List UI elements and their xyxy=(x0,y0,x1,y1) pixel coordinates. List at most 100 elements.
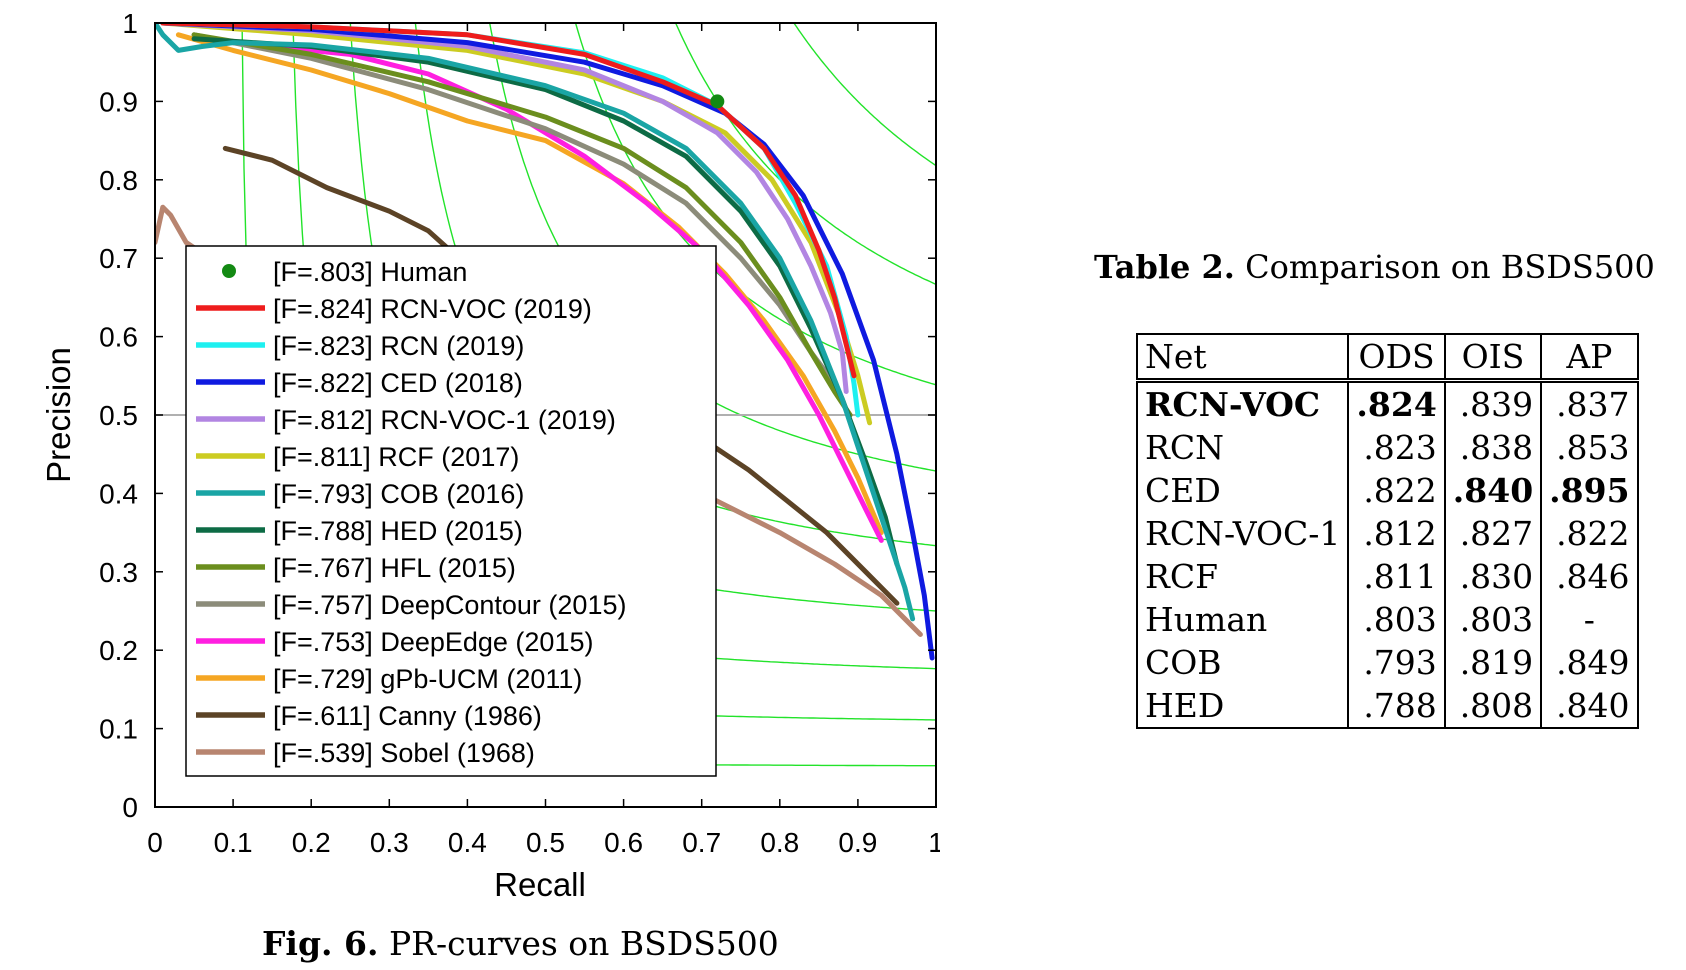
x-tick-label: 0 xyxy=(147,827,163,858)
human-point xyxy=(710,94,725,109)
table-row: RCN-VOC-1 .812 .827 .822 xyxy=(1135,512,1639,555)
legend-entry-label: [F=.812] RCN-VOC-1 (2019) xyxy=(273,405,616,435)
x-tick-label: 0.5 xyxy=(526,827,565,858)
comparison-table: Net ODS OIS AP RCN-VOC .824 .839 .837 RC… xyxy=(1135,333,1639,729)
y-tick-label: 0.4 xyxy=(99,478,138,509)
table-row: Human .803 .803 - xyxy=(1135,598,1639,641)
cell-net: HED xyxy=(1135,684,1350,728)
cell-net: RCN xyxy=(1135,426,1350,469)
legend-box xyxy=(185,245,717,777)
x-tick-label: 0.4 xyxy=(448,827,487,858)
cell-ods: .812 xyxy=(1347,512,1446,555)
legend: [F=.803] Human [F=.824] RCN-VOC (2019) [F=… xyxy=(185,245,717,777)
header-ods: ODS xyxy=(1347,334,1446,383)
table-caption: Table 2. Comparison on BSDS500 xyxy=(1094,248,1655,286)
cell-net: COB xyxy=(1135,641,1350,684)
cell-ois: .839 xyxy=(1443,380,1543,426)
cell-ap: .822 xyxy=(1540,512,1639,555)
cell-ods: .788 xyxy=(1347,684,1446,728)
table-row: HED .788 .808 .840 xyxy=(1135,684,1639,728)
legend-entry-label: [F=.824] RCN-VOC (2019) xyxy=(273,294,592,324)
legend-entry-label: [F=.753] DeepEdge (2015) xyxy=(273,627,593,657)
cell-ois: .840 xyxy=(1443,469,1543,512)
table-row: RCN-VOC .824 .839 .837 xyxy=(1135,380,1639,426)
y-tick-labels: 0 0.1 0.2 0.3 0.4 0.5 0.6 0.7 0.8 0.9 1 xyxy=(99,8,138,823)
cell-net: RCN-VOC-1 xyxy=(1135,512,1350,555)
iso-f-curve xyxy=(793,23,936,167)
y-tick-label: 0.9 xyxy=(99,86,138,117)
cell-ois: .830 xyxy=(1443,555,1543,598)
cell-ods: .823 xyxy=(1347,426,1446,469)
cell-ap: .840 xyxy=(1540,684,1639,728)
series-line xyxy=(160,23,935,661)
legend-entry-label: [F=.611] Canny (1986) xyxy=(273,701,542,731)
x-tick-label: 0.3 xyxy=(370,827,409,858)
legend-entry-label: [F=.823] RCN (2019) xyxy=(273,331,524,361)
cell-ap: .846 xyxy=(1540,555,1639,598)
y-tick-label: 0.5 xyxy=(99,400,138,431)
x-tick-label: 0.1 xyxy=(214,827,253,858)
figure-caption: Fig. 6. PR-curves on BSDS500 xyxy=(262,924,779,963)
legend-entry-label: [F=.539] Sobel (1968) xyxy=(273,738,535,768)
legend-entry-label: [F=.788] HED (2015) xyxy=(273,516,523,546)
figure-caption-text: PR-curves on BSDS500 xyxy=(388,924,779,963)
x-tick-label: 0.2 xyxy=(292,827,331,858)
y-tick-label: 0.2 xyxy=(99,635,138,666)
cell-ois: .838 xyxy=(1443,426,1543,469)
pr-curve-chart: 0 0.1 0.2 0.3 0.4 0.5 0.6 0.7 0.8 0.9 1 0 0.1 0.2 0.3… xyxy=(40,8,940,900)
cell-ods: .803 xyxy=(1347,598,1446,641)
series-line xyxy=(155,23,916,622)
series-line xyxy=(160,23,857,379)
y-tick-label: 0.7 xyxy=(99,243,138,274)
legend-entry-label: [F=.811] RCF (2017) xyxy=(273,442,519,472)
cell-ods: .824 xyxy=(1347,380,1446,426)
cell-net: RCF xyxy=(1135,555,1350,598)
y-tick-label: 0.1 xyxy=(99,714,138,745)
cell-net: RCN-VOC xyxy=(1135,380,1350,426)
cell-ois: .819 xyxy=(1443,641,1543,684)
legend-human-marker xyxy=(222,264,236,278)
table-row: CED .822 .840 .895 xyxy=(1135,469,1639,512)
cell-ap: - xyxy=(1540,598,1639,641)
table-caption-label: Table 2. xyxy=(1094,248,1235,286)
y-tick-label: 0 xyxy=(122,792,138,823)
y-axis-label: Precision xyxy=(40,347,77,483)
x-tick-label: 0.6 xyxy=(604,827,643,858)
x-tick-label: 0.8 xyxy=(760,827,799,858)
table-caption-text: Comparison on BSDS500 xyxy=(1245,248,1655,286)
header-ois: OIS xyxy=(1443,334,1543,383)
table-row: RCN .823 .838 .853 xyxy=(1135,426,1639,469)
x-tick-label: 0.9 xyxy=(838,827,877,858)
figure-caption-label: Fig. 6. xyxy=(262,924,379,963)
header-net: Net xyxy=(1135,334,1350,383)
cell-net: Human xyxy=(1135,598,1350,641)
cell-ods: .822 xyxy=(1347,469,1446,512)
cell-ois: .808 xyxy=(1443,684,1543,728)
y-tick-label: 0.8 xyxy=(99,165,138,196)
x-axis-label: Recall xyxy=(494,866,586,900)
cell-ap: .837 xyxy=(1540,380,1639,426)
cell-ap: .853 xyxy=(1540,426,1639,469)
cell-ods: .793 xyxy=(1347,641,1446,684)
legend-entry-label: [F=.757] DeepContour (2015) xyxy=(273,590,626,620)
header-ap: AP xyxy=(1540,334,1639,383)
cell-ods: .811 xyxy=(1347,555,1446,598)
legend-entry-label: [F=.729] gPb-UCM (2011) xyxy=(273,664,582,694)
x-tick-label: 1 xyxy=(928,827,940,858)
cell-ois: .827 xyxy=(1443,512,1543,555)
table-row: RCF .811 .830 .846 xyxy=(1135,555,1639,598)
cell-ois: .803 xyxy=(1443,598,1543,641)
table-row: COB .793 .819 .849 xyxy=(1135,641,1639,684)
cell-ap: .849 xyxy=(1540,641,1639,684)
y-tick-label: 1 xyxy=(122,8,138,39)
cell-ap: .895 xyxy=(1540,469,1639,512)
y-tick-label: 0.3 xyxy=(99,557,138,588)
cell-net: CED xyxy=(1135,469,1350,512)
legend-entry-label: [F=.793] COB (2016) xyxy=(273,479,524,509)
legend-entry-label: [F=.822] CED (2018) xyxy=(273,368,523,398)
legend-entry-label: [F=.803] Human xyxy=(273,257,467,287)
x-tick-labels: 0 0.1 0.2 0.3 0.4 0.5 0.6 0.7 0.8 0.9 1 xyxy=(147,827,940,858)
tick-marks xyxy=(154,22,937,808)
x-tick-label: 0.7 xyxy=(682,827,721,858)
series-line xyxy=(191,32,853,418)
